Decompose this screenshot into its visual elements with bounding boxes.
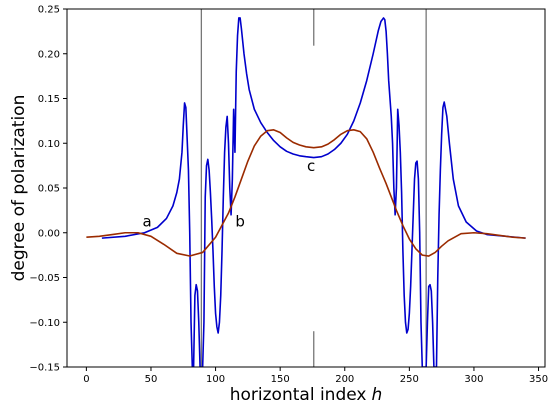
- x-tick-label-150: 150: [271, 374, 290, 385]
- x-axis-ticks: 0 50 100 150 200 250 300 350: [83, 367, 548, 385]
- y-axis-label: degree of polarization: [9, 95, 29, 282]
- x-axis-label-variable: h: [371, 385, 382, 405]
- annotation-c: c: [307, 157, 315, 175]
- vertical-lines: [200, 9, 427, 367]
- y-tick-label-1: −0.10: [29, 318, 60, 329]
- x-axis-label: horizontal index h: [230, 385, 383, 405]
- x-tick-label-50: 50: [145, 374, 158, 385]
- x-tick-label-250: 250: [400, 374, 419, 385]
- y-tick-label-0: −0.15: [29, 363, 60, 374]
- x-tick-label-350: 350: [529, 374, 548, 385]
- series-line-2: [86, 129, 526, 257]
- x-axis-label-text: horizontal index: [230, 385, 367, 405]
- annotation-b: b: [235, 212, 245, 230]
- y-tick-label-3: 0.00: [38, 228, 60, 239]
- x-tick-label-200: 200: [335, 374, 354, 385]
- y-tick-label-7: 0.20: [38, 49, 60, 60]
- y-tick-label-5: 0.10: [38, 139, 60, 150]
- y-tick-label-2: −0.05: [29, 273, 60, 284]
- series-layer: [86, 17, 526, 367]
- y-tick-label-6: 0.15: [38, 94, 60, 105]
- x-tick-label-0: 0: [83, 374, 89, 385]
- y-axis-ticks: −0.15 −0.10 −0.05 0.00 0.05 0.10 0.15 0.20 0.25: [29, 5, 67, 374]
- x-tick-label-100: 100: [206, 374, 225, 385]
- y-tick-label-8: 0.25: [38, 5, 60, 16]
- x-tick-label-300: 300: [464, 374, 483, 385]
- annotations: a b c: [142, 157, 315, 230]
- plot-frame: [66, 8, 546, 368]
- annotation-a: a: [142, 212, 151, 230]
- y-tick-label-4: 0.05: [38, 184, 60, 195]
- series-line-1: [101, 17, 526, 367]
